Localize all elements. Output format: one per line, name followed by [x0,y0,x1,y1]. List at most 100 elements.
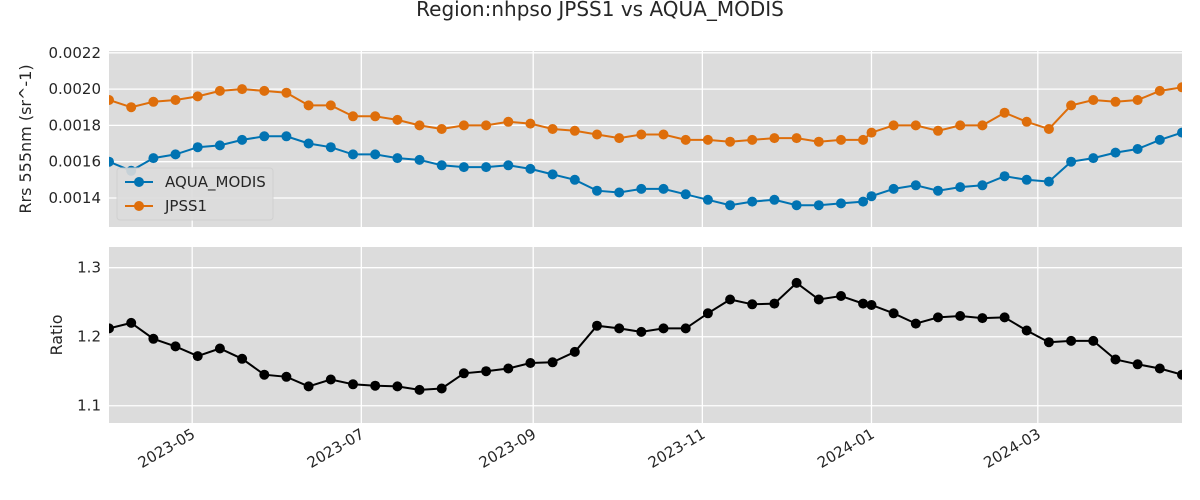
jpss1-point [303,100,314,111]
jpss1-point [955,120,966,131]
jpss1-point [1066,100,1077,111]
aqua-modis-point [436,160,447,171]
ratio-point [888,308,899,319]
aqua-modis-point [325,142,336,153]
jpss1-point [836,134,846,145]
ratio-point [999,312,1010,323]
ratio-point [436,383,447,394]
y-tick-label: 0.0016 [49,153,102,171]
aqua-modis-point [747,196,758,207]
jpss1-point [370,111,381,122]
aqua-modis-point [348,149,358,160]
ratio-point [392,381,403,392]
jpss1-point [458,120,469,131]
ratio-point [569,346,580,357]
ratio-point [636,326,647,337]
jpss1-point [977,120,988,131]
x-tick-label: 2023-07 [304,425,367,472]
jpss1-point [392,114,403,125]
ratio-point [813,294,824,305]
jpss1-point [747,134,758,145]
jpss1-point [1154,85,1165,96]
jpss1-point [813,136,824,147]
jpss1-point [592,129,602,140]
ratio-point [481,366,492,377]
jpss1-point [1043,124,1054,134]
ratio-point [702,308,713,319]
aqua-modis-point [680,189,691,200]
rrs-panel: 0.0014 0.0016 0.0018 0.0020 0.0022 AQUA_MODIS… [49,44,1182,227]
jpss1-point [636,129,647,140]
jpss1-point [933,125,943,136]
aqua-modis-point [569,174,580,185]
jpss1-point [569,125,580,136]
aqua-modis-point [503,160,514,171]
jpss1-point [1177,82,1182,93]
legend-marker-jpss1 [134,201,144,211]
ratio-point [614,323,625,334]
jpss1-point [658,129,669,140]
ratio-point [148,333,159,344]
jpss1-point [281,87,292,98]
aqua-modis-point [259,131,270,142]
ratio-point [1043,337,1054,348]
ratio-point [769,298,780,309]
aqua-modis-point [769,194,780,205]
ratio-point [1132,359,1143,370]
ratio-point [547,357,558,368]
aqua-modis-point [866,191,877,202]
aqua-modis-point [858,196,869,207]
y-tick-label: 0.0022 [49,44,102,62]
ratio-point [680,323,691,334]
ratio-point [933,312,943,323]
legend-marker-aqua-modis [134,177,144,187]
ratio-panel: 1.1 1.2 1.3 [77,247,1182,423]
y-tick-label: 0.0018 [49,116,102,134]
y-axis-label-ratio: Ratio [47,314,66,355]
aqua-modis-point [955,182,966,193]
jpss1-point [769,133,780,144]
jpss1-point [547,124,558,134]
aqua-modis-point [170,149,181,160]
ratio-point [791,277,802,288]
aqua-modis-point [725,200,736,211]
jpss1-point [680,134,691,145]
jpss1-point [109,95,114,105]
jpss1-point [866,127,877,138]
jpss1-point [888,120,899,131]
jpss1-point [237,84,248,95]
aqua-modis-point [281,131,292,142]
x-tick-label: 2023-11 [645,425,708,472]
ratio-point [858,298,869,309]
jpss1-point [481,120,492,131]
jpss1-point [325,100,336,111]
ratio-point [214,343,225,354]
ratio-point [592,320,602,331]
ratio-point [259,369,270,380]
y-tick-label: 1.3 [77,259,101,277]
aqua-modis-point [636,183,647,194]
aqua-modis-point [237,134,248,145]
aqua-modis-point [392,153,403,164]
ratio-point [370,380,381,391]
jpss1-point [910,120,921,131]
jpss1-point [791,133,802,144]
aqua-modis-point [614,187,625,198]
aqua-modis-point [481,162,492,173]
y-tick-label: 1.1 [77,397,101,415]
plot-area [109,247,1182,423]
jpss1-point [1088,95,1099,105]
aqua-modis-point [836,198,846,209]
legend-label-aqua-modis: AQUA_MODIS [165,173,266,192]
jpss1-point [259,85,270,96]
aqua-modis-point [370,149,381,160]
ratio-point [503,363,514,374]
legend: AQUA_MODIS JPSS1 [116,167,274,221]
x-axis: 2023-05 2023-07 2023-09 2023-11 2024-01 2024-… [135,425,1044,472]
ratio-point [836,291,846,301]
jpss1-point [614,133,625,144]
y-tick-label: 1.2 [77,328,101,346]
ratio-point [1154,363,1165,374]
ratio-point [1066,335,1077,346]
ratio-point [977,313,988,324]
